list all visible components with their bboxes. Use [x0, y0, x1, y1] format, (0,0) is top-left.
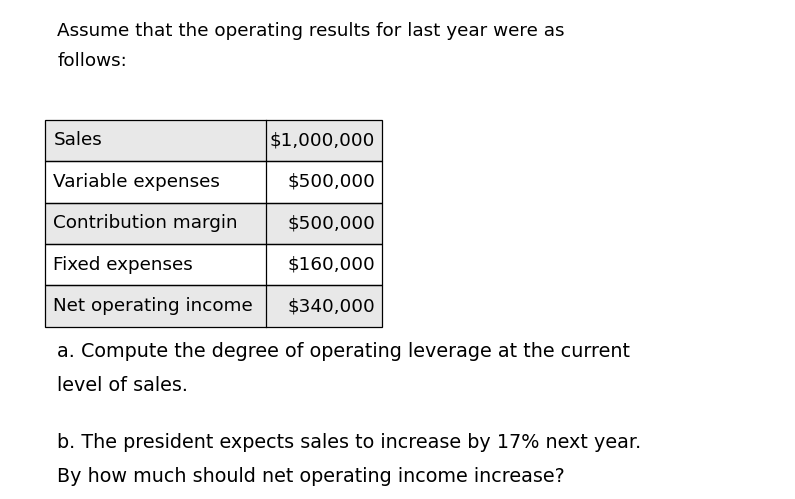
Bar — [45, 285, 382, 327]
Bar — [45, 120, 382, 161]
Text: $160,000: $160,000 — [288, 255, 375, 274]
Text: $500,000: $500,000 — [287, 173, 375, 191]
Text: Assume that the operating results for last year were as: Assume that the operating results for la… — [57, 22, 564, 40]
Text: Variable expenses: Variable expenses — [53, 173, 220, 191]
Text: a. Compute the degree of operating leverage at the current: a. Compute the degree of operating lever… — [57, 342, 630, 361]
Text: Sales: Sales — [53, 131, 102, 150]
Bar — [45, 244, 382, 285]
Text: level of sales.: level of sales. — [57, 376, 188, 395]
Bar — [45, 161, 382, 203]
Bar — [45, 285, 382, 327]
Bar — [45, 161, 382, 203]
Text: By how much should net operating income increase?: By how much should net operating income … — [57, 467, 565, 486]
Text: b. The president expects sales to increase by 17% next year.: b. The president expects sales to increa… — [57, 433, 642, 452]
Text: $500,000: $500,000 — [287, 214, 375, 233]
Bar — [45, 244, 382, 285]
Bar — [45, 203, 382, 244]
Bar — [45, 203, 382, 244]
Text: follows:: follows: — [57, 52, 127, 70]
Text: Contribution margin: Contribution margin — [53, 214, 238, 233]
Bar — [45, 120, 382, 161]
Text: Net operating income: Net operating income — [53, 297, 253, 315]
Text: $1,000,000: $1,000,000 — [270, 131, 375, 150]
Text: Fixed expenses: Fixed expenses — [53, 255, 193, 274]
Text: $340,000: $340,000 — [288, 297, 375, 315]
